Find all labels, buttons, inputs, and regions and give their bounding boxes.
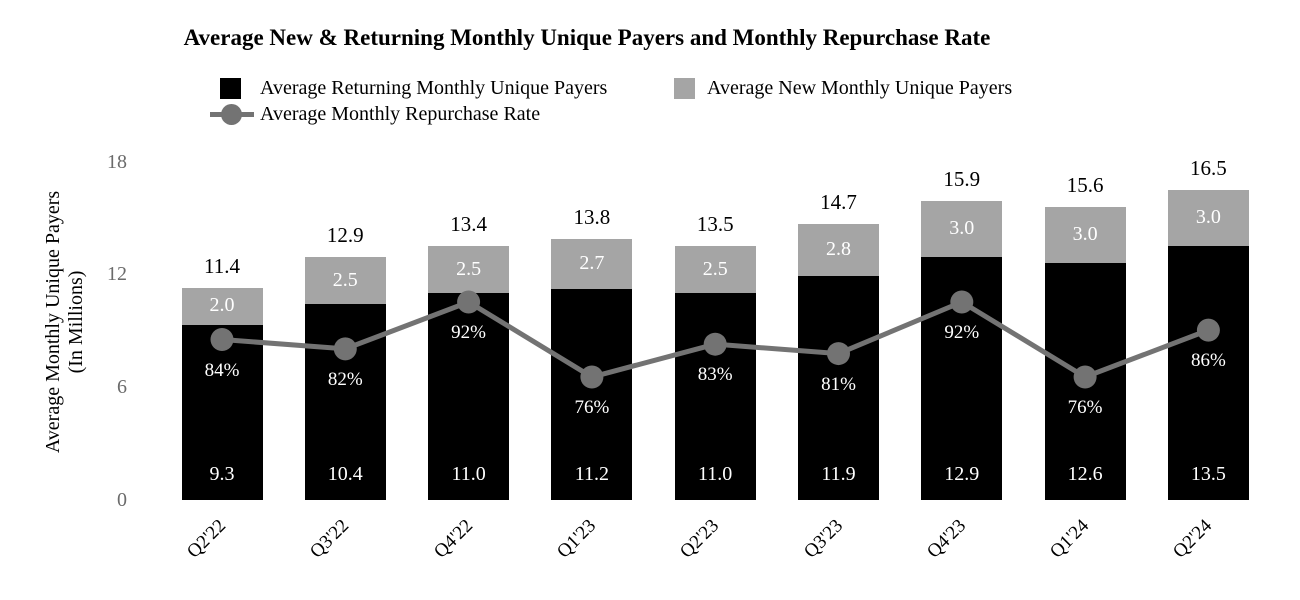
new-segment-label: 2.8	[826, 237, 851, 260]
x-tick-label: Q3'23	[799, 515, 847, 563]
new-segment-label: 2.5	[456, 257, 482, 280]
returning-segment-label: 9.3	[209, 463, 235, 485]
new-segment-label: 3.0	[1195, 206, 1221, 228]
y-tick-label: 18	[107, 150, 127, 173]
y-tick-label: 6	[117, 376, 127, 399]
legend-label-repurchase-rate: Average Monthly Repurchase Rate	[260, 103, 541, 125]
returning-segment-label: 13.5	[1190, 463, 1226, 485]
total-label: 12.9	[326, 223, 364, 248]
total-label: 14.7	[820, 189, 857, 214]
rate-label: 92%	[944, 322, 980, 343]
returning-segment-label: 11.0	[451, 463, 486, 485]
new-segment-label: 3.0	[949, 217, 975, 240]
x-tick-label: Q2'22	[183, 515, 231, 563]
x-tick-label: Q3'22	[306, 515, 354, 563]
returning-segment-label: 11.0	[698, 463, 733, 485]
legend-circle-marker-icon	[221, 104, 242, 125]
rate-label: 76%	[1067, 397, 1103, 418]
legend-swatch-returning-square	[220, 78, 241, 99]
total-label: 13.4	[450, 212, 487, 237]
rate-label: 86%	[1190, 350, 1226, 372]
x-tick-label: Q4'22	[429, 515, 477, 563]
total-label: 16.5	[1190, 155, 1227, 180]
bar-new-segment	[428, 246, 510, 294]
rate-label: 83%	[697, 364, 733, 386]
bar-new-segment	[674, 246, 756, 294]
total-label: 15.9	[943, 167, 981, 192]
y-tick-label: 12	[107, 263, 127, 286]
new-segment-label: 2.5	[332, 268, 358, 291]
legend-label-returning: Average Returning Monthly Unique Payers	[260, 77, 608, 99]
x-tick-label: Q1'23	[552, 515, 601, 563]
bar-new-segment	[798, 223, 879, 277]
y-axis-title-line1: Average Monthly Unique Payers	[42, 190, 64, 454]
y-axis-title-line2: (In Millions)	[65, 270, 87, 374]
returning-segment-label: 11.9	[821, 463, 856, 485]
y-axis-title: Average Monthly Unique Payers (In Millio…	[42, 191, 88, 453]
returning-segment-label: 11.2	[574, 463, 610, 485]
total-label: 13.5	[696, 212, 734, 237]
returning-segment-label: 12.6	[1067, 463, 1103, 485]
total-label: 11.4	[204, 253, 240, 278]
rate-label: 81%	[821, 373, 856, 395]
x-tick-label: Q2'24	[1169, 515, 1217, 563]
total-label: 13.8	[573, 204, 611, 229]
bar-new-segment	[551, 238, 633, 290]
x-tick-label: Q4'23	[922, 515, 970, 563]
rate-label: 76%	[574, 397, 610, 418]
y-tick-label: 0	[117, 489, 127, 511]
rate-label: 84%	[204, 359, 240, 381]
x-tick-label: Q2'23	[676, 515, 724, 563]
chart-title: Average New & Returning Monthly Unique P…	[183, 25, 991, 50]
total-label: 15.6	[1066, 172, 1104, 197]
bar-new-segment	[1167, 189, 1249, 247]
returning-segment-label: 10.4	[327, 463, 363, 485]
rate-label: 92%	[451, 322, 486, 343]
new-segment-label: 3.0	[1072, 222, 1098, 245]
returning-segment-label: 12.9	[944, 463, 980, 485]
new-segment-label: 2.0	[209, 294, 235, 317]
bar-new-segment	[921, 201, 1003, 258]
new-segment-label: 2.7	[579, 252, 605, 275]
new-segment-label: 2.5	[702, 257, 728, 280]
rate-label: 82%	[327, 368, 363, 390]
bar-new-segment	[1044, 206, 1126, 264]
bar-new-segment	[304, 257, 386, 305]
legend-swatch-new-square	[674, 78, 695, 99]
legend-label-new: Average New Monthly Unique Payers	[707, 77, 1013, 99]
x-tick-label: Q1'24	[1046, 515, 1094, 563]
